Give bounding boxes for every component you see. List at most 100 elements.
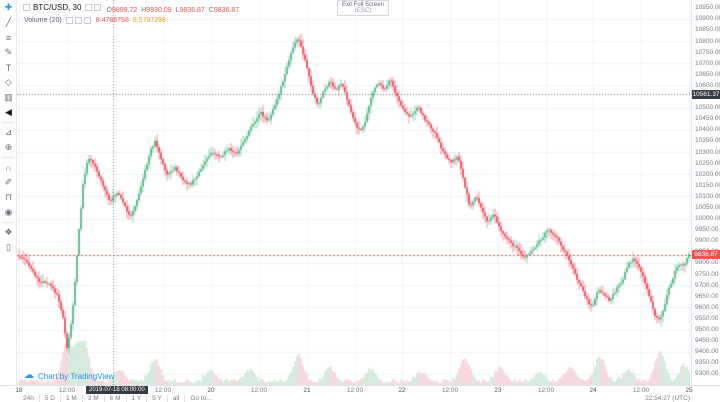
crosshair-date-badge: 2019-07-18 08:00:00 xyxy=(86,386,148,394)
clock-utc[interactable]: 22:54:27 (UTC) xyxy=(645,395,690,402)
stay-drawing-mode-icon[interactable]: ✐ xyxy=(4,177,13,187)
toolbar-separator xyxy=(2,157,14,158)
range-button-1y[interactable]: 1 Y xyxy=(127,395,148,402)
indicator-title[interactable]: Volume (20) xyxy=(24,17,62,24)
time-axis-label: 12:00 xyxy=(537,387,555,394)
price-axis-label: 9600.00 xyxy=(695,303,719,311)
tradingview-branding[interactable]: ☁ Chart by TradingView xyxy=(24,371,114,381)
price-axis-label: 9700.00 xyxy=(695,281,719,289)
time-axis-label: 22 xyxy=(398,387,406,394)
chart-legend: BTC/USD, 30 O9899.72 H9930.09 L9836.87 C983… xyxy=(22,2,239,28)
range-button-5y[interactable]: 5 Y xyxy=(147,395,168,402)
time-axis-label: 24 xyxy=(589,387,597,394)
price-axis-label: 9950.00 xyxy=(695,226,719,234)
price-axis-label: 9300.00 xyxy=(695,370,719,378)
toolbar-separator xyxy=(2,222,14,223)
price-axis-label: 10200.00 xyxy=(695,170,720,178)
volume-ma-value: 8.5797298 xyxy=(132,17,166,24)
trend-line-icon[interactable]: ╱ xyxy=(5,17,12,27)
forecast-icon[interactable]: ▥ xyxy=(4,92,13,102)
range-button-5d[interactable]: 5 D xyxy=(40,395,61,402)
price-axis-label: 10500.00 xyxy=(695,104,720,112)
price-axis-label: 10450.00 xyxy=(695,115,720,123)
ohlc-key: C xyxy=(208,6,214,14)
time-axis-label: 12:00 xyxy=(441,387,459,394)
price-axis-label: 9400.00 xyxy=(695,348,719,356)
price-axis-label: 10650.00 xyxy=(695,70,720,78)
objects-tree-icon[interactable]: ❖ xyxy=(4,227,13,237)
time-axis[interactable]: 1812:001912:002012:002112:002212:002312:… xyxy=(0,385,720,395)
range-button-6m[interactable]: 6 M xyxy=(105,395,127,402)
price-axis-label: 10350.00 xyxy=(695,137,720,145)
last-price-badge: 9836.87 xyxy=(692,250,720,260)
price-axis-label: 10850.00 xyxy=(695,26,720,34)
hide-drawings-eye-icon[interactable]: ◉ xyxy=(4,207,13,217)
toolbar-separator xyxy=(2,122,14,123)
ohlc-value: 9930.09 xyxy=(146,6,172,14)
fullscreen-tooltip-text: Exit Full Screen xyxy=(342,2,385,8)
fullscreen-tooltip-key: (ESC) xyxy=(354,8,372,14)
ohlc-value: 9899.72 xyxy=(111,6,138,14)
range-button-24h[interactable]: 24h xyxy=(18,395,40,402)
time-axis-label: 18 xyxy=(15,387,23,394)
ohlc-key: L xyxy=(175,6,180,14)
text-tool-icon[interactable]: T xyxy=(5,62,12,73)
symbol-legend-row: BTC/USD, 30 O9899.72 H9930.09 L9836.87 C983… xyxy=(22,2,240,14)
price-axis-label: 10600.00 xyxy=(695,81,720,89)
price-axis-label: 10150.00 xyxy=(695,181,720,189)
zoom-in-icon[interactable]: ⊕ xyxy=(4,142,13,152)
indicator-legend-row: Volume (20) 8.4786758 8.5797298 xyxy=(22,15,239,26)
price-axis-label: 9800.00 xyxy=(695,259,719,267)
ohlc-key: H xyxy=(141,6,147,14)
volume-value: 8.4786758 xyxy=(95,17,129,24)
symbol-marker-icon[interactable] xyxy=(23,4,30,11)
symbol-title[interactable]: BTC/USD, 30 xyxy=(33,3,82,12)
price-axis-label: 10900.00 xyxy=(695,15,720,23)
price-axis[interactable]: 10950.00 10900.00 10850.00 10800.00 10750.00… xyxy=(691,0,720,385)
price-axis-label: 10050.00 xyxy=(695,203,720,211)
gann-fibonacci-icon[interactable]: ≡ xyxy=(5,32,12,43)
symbol-eye-icon[interactable] xyxy=(85,4,93,11)
branding-text[interactable]: Chart by TradingView xyxy=(38,371,115,381)
ohlc-value: 9836.87 xyxy=(213,6,240,14)
arrow-mark-icon[interactable]: ◀ xyxy=(5,107,12,117)
range-button-3m[interactable]: 3 M xyxy=(83,395,105,402)
symbol-menu-icon[interactable] xyxy=(94,4,102,11)
price-axis-label: 10000.00 xyxy=(695,215,720,223)
remove-drawings-trash-icon[interactable]: ▯ xyxy=(6,242,11,252)
magnet-mode-icon[interactable]: ∩ xyxy=(5,162,12,173)
indicator-eye-icon[interactable] xyxy=(65,17,73,24)
brush-icon[interactable]: ✎ xyxy=(4,47,13,57)
fullscreen-tooltip: Exit Full Screen (ESC) xyxy=(337,0,390,16)
range-button-all[interactable]: all xyxy=(168,395,186,402)
time-axis-label: 25 xyxy=(685,387,693,394)
price-axis-label: 9500.00 xyxy=(695,326,719,334)
price-axis-label: 10100.00 xyxy=(695,192,720,200)
goto-date-button[interactable]: Go to... xyxy=(190,395,212,402)
measure-ruler-icon[interactable]: ⊿ xyxy=(4,127,13,137)
lock-drawings-icon[interactable]: ⊓ xyxy=(4,192,13,202)
price-axis-label: 9750.00 xyxy=(695,270,719,278)
time-axis-label: 12:00 xyxy=(346,387,364,394)
tradingview-cloud-icon: ☁ xyxy=(24,370,34,381)
cursor-crosshair-icon[interactable]: ✚ xyxy=(4,2,13,12)
candlestick-chart[interactable] xyxy=(17,0,691,385)
ohlc-value: 9836.87 xyxy=(179,6,205,14)
time-axis-label: 12:00 xyxy=(58,387,76,394)
price-axis-label: 9650.00 xyxy=(695,292,719,300)
price-axis-label: 10950.00 xyxy=(695,4,720,12)
time-axis-label: 21 xyxy=(303,387,311,394)
time-axis-label: 20 xyxy=(207,387,215,394)
price-axis-label: 10800.00 xyxy=(695,37,720,45)
drawing-toolbar: ✚ ╱ ≡ ✎ T ◇ ▥ ◀ ⊿ ⊕ ∩ ✐ ⊓ ◉ ❖ ▯ xyxy=(0,0,17,385)
price-axis-label: 10700.00 xyxy=(695,59,720,67)
xabcd-pattern-icon[interactable]: ◇ xyxy=(5,77,12,87)
range-button-1m[interactable]: 1 M xyxy=(61,395,83,402)
price-axis-label: 10750.00 xyxy=(695,48,720,56)
indicator-settings-icon[interactable] xyxy=(74,17,82,24)
indicator-close-icon[interactable] xyxy=(83,17,91,24)
price-axis-label: 9350.00 xyxy=(695,359,719,367)
ohlc-key: O xyxy=(106,6,112,14)
